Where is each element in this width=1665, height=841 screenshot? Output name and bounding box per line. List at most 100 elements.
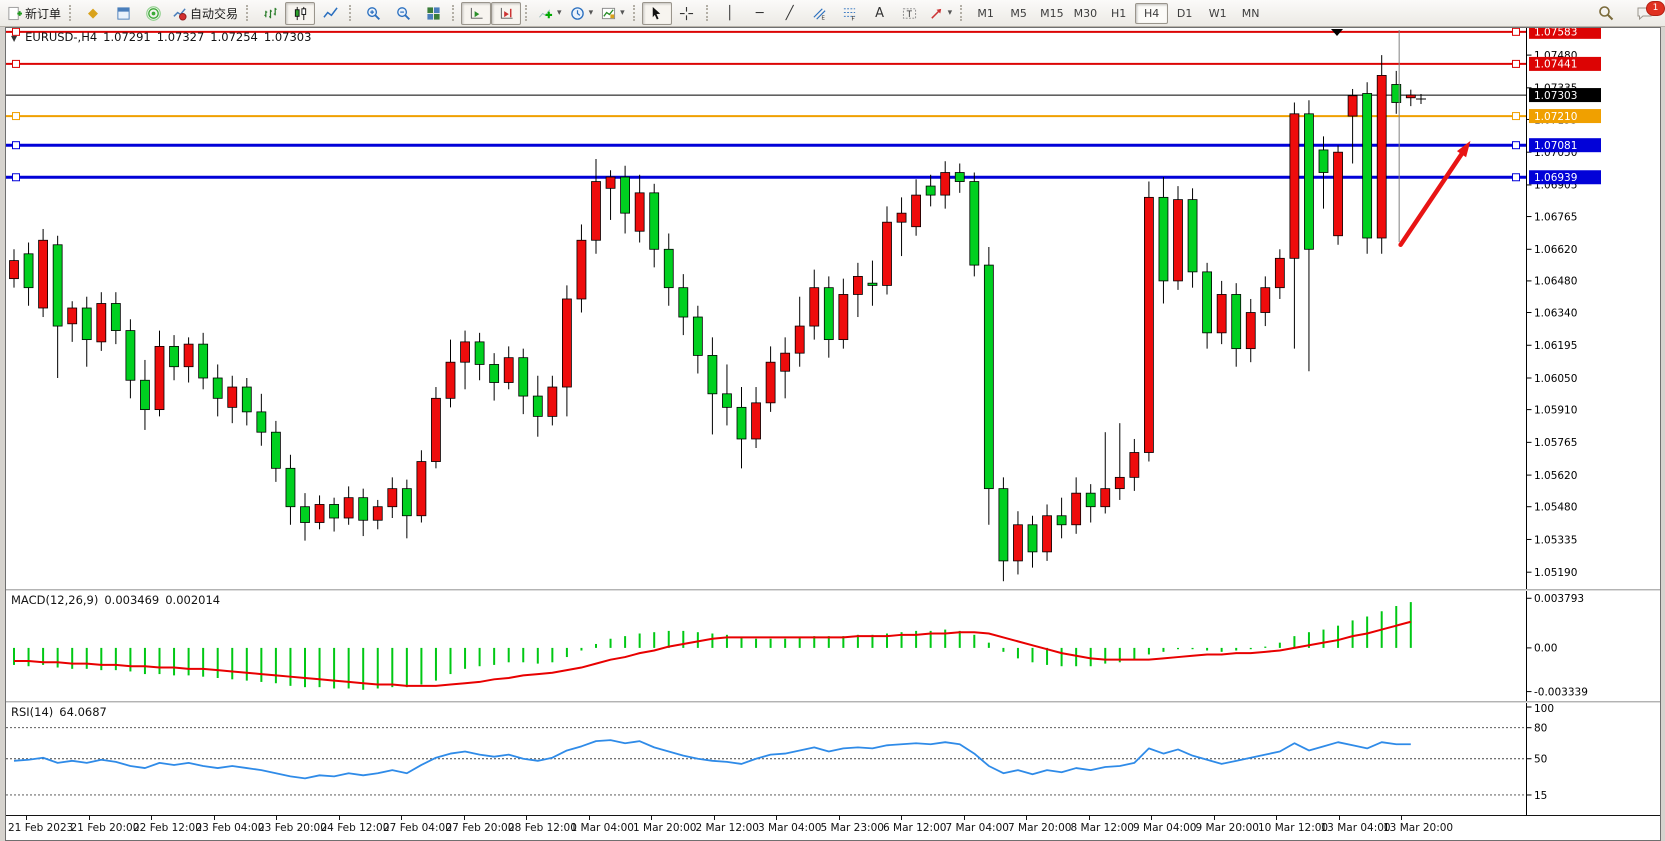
cursor-button[interactable] xyxy=(641,1,672,25)
time-tick xyxy=(88,816,90,820)
dropdown-caret-icon[interactable]: ▾ xyxy=(557,8,562,18)
price-axis[interactable]: 1.074801.073351.071951.070501.069051.067… xyxy=(1526,24,1602,579)
dropdown-caret-icon[interactable]: ▾ xyxy=(588,8,594,18)
indicators-button[interactable]: ▾ xyxy=(534,2,566,25)
text-button[interactable]: A xyxy=(865,2,895,25)
dropdown-caret-icon[interactable]: ▾ xyxy=(947,8,953,18)
chart-window[interactable]: 1.074801.073351.071951.070501.069051.067… xyxy=(5,24,1661,841)
horizontal-line-button[interactable]: ─ xyxy=(745,2,775,25)
tile-windows-button[interactable] xyxy=(418,2,448,25)
crosshair-button[interactable] xyxy=(672,2,702,25)
favorites-icon: ◆ xyxy=(88,5,99,21)
fibo-icon: F xyxy=(842,6,857,21)
candle-body xyxy=(1376,75,1387,239)
zoom-in-button[interactable] xyxy=(358,2,388,25)
candle-body xyxy=(1289,113,1300,259)
bar-chart-button[interactable] xyxy=(255,2,285,25)
hlines-layer[interactable] xyxy=(6,27,1527,182)
candle-body xyxy=(1245,312,1256,350)
candle-body xyxy=(722,393,732,408)
time-tick xyxy=(1088,816,1090,820)
candle-body xyxy=(605,176,616,189)
signals-button[interactable] xyxy=(138,2,168,25)
candle-body xyxy=(110,303,121,331)
candle-body xyxy=(154,345,165,411)
candle-body xyxy=(1216,294,1227,334)
favorites-button[interactable]: ◆ xyxy=(78,2,108,25)
macd-canvas[interactable]: 0.003793 0.00 -0.003339 xyxy=(6,591,1658,701)
macd-pane[interactable]: 0.003793 0.00 -0.003339 MACD(12,26,9) 0.00… xyxy=(6,591,1660,701)
line-chart-button[interactable] xyxy=(315,2,345,25)
candle-body xyxy=(445,361,456,399)
dropdown-caret-icon[interactable]: ▾ xyxy=(620,8,625,18)
candle-body xyxy=(329,504,340,519)
time-tick xyxy=(963,816,965,820)
candlestick-chart-button[interactable] xyxy=(285,1,316,25)
timeframe-m30-button[interactable]: M30 xyxy=(1073,6,1098,20)
candle-body xyxy=(838,294,849,341)
timeframe-h1-button[interactable]: H1 xyxy=(1111,6,1127,20)
candle-body xyxy=(140,379,150,411)
time-tick xyxy=(776,816,777,820)
trendline-button[interactable]: ╱ xyxy=(775,2,805,25)
candle-body xyxy=(823,287,834,341)
pane-separator[interactable] xyxy=(6,701,1660,703)
new-order-button[interactable]: 新订单 xyxy=(3,2,65,25)
candle-body xyxy=(707,355,718,395)
templates-button[interactable]: ▾ xyxy=(597,2,629,25)
time-tick xyxy=(1401,816,1402,820)
toolbar-separator xyxy=(960,5,965,21)
candle-body xyxy=(387,488,398,508)
candle-body xyxy=(983,264,994,490)
equidistant-channel-button[interactable]: E xyxy=(805,2,835,25)
price-tick-label: 1.05190 xyxy=(1534,567,1577,579)
collapse-arrow-icon[interactable]: ▼ xyxy=(11,34,18,43)
vertical-line-button[interactable]: │ xyxy=(715,2,745,25)
candle-body xyxy=(867,282,878,286)
shapes-icon xyxy=(929,6,944,21)
hline-handle xyxy=(12,27,20,36)
candle-body xyxy=(954,172,965,182)
fibonacci-button[interactable]: F xyxy=(835,2,865,25)
timeframe-m5-button[interactable]: M5 xyxy=(1010,6,1027,20)
time-label: 27 Feb 04:00 xyxy=(383,822,452,834)
timeframe-d1-button[interactable]: D1 xyxy=(1176,6,1193,20)
price-badge-label: 1.06939 xyxy=(1534,172,1577,184)
time-tick xyxy=(1151,816,1152,820)
candle-body xyxy=(678,287,689,318)
time-label: 5 Mar 23:00 xyxy=(820,822,884,834)
pane-separator[interactable] xyxy=(6,589,1660,591)
main-chart-canvas[interactable]: 1.074801.073351.071951.070501.069051.067… xyxy=(6,24,1658,589)
periods-button[interactable]: ▾ xyxy=(566,2,598,25)
notifications-button[interactable]: 1 xyxy=(1629,0,1665,25)
zoom-out-button[interactable] xyxy=(388,2,418,25)
trend-arrow-annotation[interactable] xyxy=(1398,140,1471,248)
timeframe-h4-button[interactable]: H4 xyxy=(1135,2,1169,24)
chart-shift-button[interactable] xyxy=(491,1,522,25)
timeframe-m15-button[interactable]: M15 xyxy=(1040,6,1064,20)
rsi-value: 64.0687 xyxy=(59,705,107,719)
hline-handle xyxy=(1512,27,1520,36)
market-watch-button[interactable] xyxy=(108,2,138,25)
timeframe-w1-button[interactable]: W1 xyxy=(1208,6,1227,20)
price-tick-label: 1.06340 xyxy=(1534,307,1577,319)
candle-body xyxy=(1056,515,1067,526)
time-axis[interactable]: 21 Feb 2023 21 Feb 20:00 22 Feb 12:00 23 Fe… xyxy=(6,815,1660,839)
chart-shift-marker[interactable] xyxy=(1331,29,1343,36)
auto-scroll-button[interactable] xyxy=(461,1,492,25)
timeframe-mn-button[interactable]: MN xyxy=(1241,6,1260,20)
main-chart-pane[interactable]: 1.074801.073351.071951.070501.069051.067… xyxy=(6,24,1660,589)
rsi-pane[interactable]: 100 80 50 15 RSI(14) 64.0687 xyxy=(6,703,1660,815)
price-tick-label: 1.06765 xyxy=(1534,211,1577,223)
price-tick-label: 1.05910 xyxy=(1534,404,1577,416)
time-tick xyxy=(713,816,715,820)
rsi-canvas[interactable]: 100 80 50 15 xyxy=(6,703,1658,815)
hline-handle xyxy=(12,173,20,182)
time-tick xyxy=(838,816,840,820)
search-button[interactable] xyxy=(1591,2,1621,25)
candle-body xyxy=(882,221,892,286)
timeframe-m1-button[interactable]: M1 xyxy=(977,6,994,20)
text-label-button[interactable]: T xyxy=(895,2,925,25)
auto-trading-button[interactable]: 自动交易 xyxy=(168,2,242,25)
arrows-button[interactable]: ▾ xyxy=(925,2,957,25)
